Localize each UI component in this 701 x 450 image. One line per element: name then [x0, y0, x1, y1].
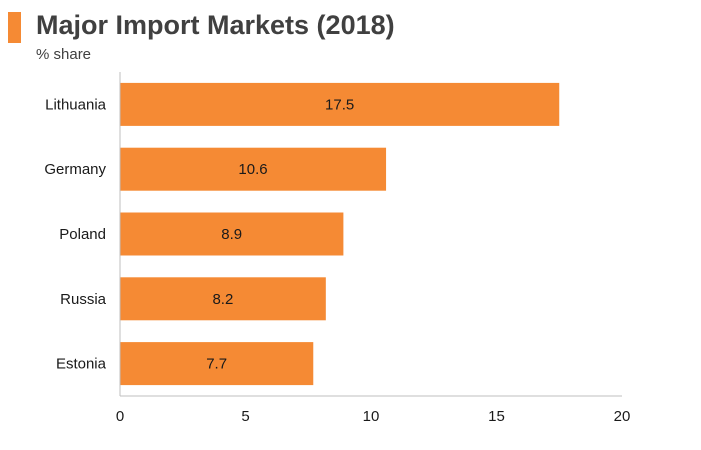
- category-label-lithuania: Lithuania: [45, 96, 107, 113]
- x-tick-label-15: 15: [488, 408, 505, 425]
- bar-estonia: [120, 342, 314, 386]
- chart-title: Major Import Markets (2018): [36, 10, 395, 40]
- bars-layer: 17.5 10.6 8.9 8.2 7.7: [120, 82, 560, 386]
- chart-header: Major Import Markets (2018) % share: [0, 0, 701, 70]
- x-tick-label-10: 10: [363, 408, 380, 425]
- category-label-germany: Germany: [44, 161, 106, 178]
- data-label-germany: 10.6: [238, 161, 267, 178]
- category-label-russia: Russia: [60, 291, 107, 308]
- data-label-estonia: 7.7: [206, 356, 227, 373]
- chart-subtitle: % share: [36, 46, 92, 63]
- category-label-estonia: Estonia: [56, 356, 107, 373]
- axis-layer: Lithuania Germany Poland Russia Estonia 0 5 10 1…: [44, 72, 630, 425]
- bar-poland: [120, 212, 344, 256]
- x-tick-label-0: 0: [116, 408, 124, 425]
- data-label-lithuania: 17.5: [325, 96, 354, 113]
- category-label-poland: Poland: [59, 226, 106, 243]
- bar-russia: [120, 277, 326, 321]
- x-tick-label-5: 5: [241, 408, 249, 425]
- data-label-russia: 8.2: [212, 291, 233, 308]
- data-label-poland: 8.9: [221, 226, 242, 243]
- bar-lithuania: [120, 82, 560, 126]
- x-tick-label-20: 20: [614, 408, 631, 425]
- title-accent-bar: [8, 12, 21, 43]
- bar-germany: [120, 147, 387, 191]
